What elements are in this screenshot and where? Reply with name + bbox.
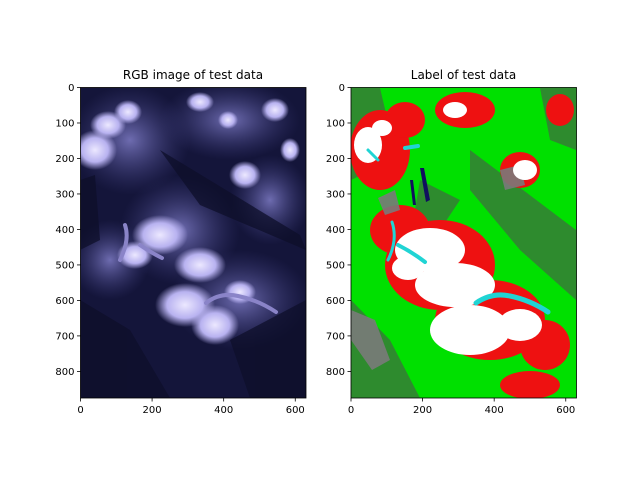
y-tick-label: 0 [68,83,74,94]
label-image-panel: Label of test data [326,68,577,416]
y-tick-label: 200 [326,154,345,165]
label-debris-class [351,165,525,370]
label-image-frame [350,87,577,399]
rgb-glacier-tongues [118,223,278,314]
x-tick-label: 0 [77,405,83,416]
label-y-axis: 0 100 200 300 400 500 600 700 800 [326,83,351,378]
rgb-y-axis: 0 100 200 300 400 500 600 700 800 [55,83,81,378]
x-tick-label: 600 [556,405,575,416]
rgb-terrain-shadows [80,150,306,398]
y-tick-label: 400 [55,225,74,236]
y-tick-label: 800 [55,367,74,378]
label-water-class [410,168,430,205]
x-tick-label: 400 [485,405,504,416]
y-tick-label: 500 [326,260,345,271]
y-tick-label: 800 [326,367,345,378]
y-tick-label: 600 [326,296,345,307]
y-tick-label: 100 [326,118,345,129]
label-glacier-class [366,144,551,315]
x-tick-label: 600 [286,405,305,416]
x-tick-label: 200 [413,405,432,416]
x-tick-label: 0 [348,405,354,416]
y-tick-label: 300 [55,189,74,200]
y-tick-label: 700 [55,331,74,342]
label-image-title: Label of test data [411,68,516,82]
y-tick-label: 300 [326,189,345,200]
x-tick-label: 200 [143,405,162,416]
rgb-image-raster [80,87,306,398]
rgb-image-panel: RGB image of test data [55,68,307,416]
y-tick-label: 500 [55,260,74,271]
y-tick-label: 700 [326,331,345,342]
y-tick-label: 400 [326,225,345,236]
label-snow-class [354,102,542,355]
y-tick-label: 200 [55,154,74,165]
y-tick-label: 0 [339,83,345,94]
rgb-x-axis: 0 200 400 600 [77,398,305,416]
y-tick-label: 600 [55,296,74,307]
label-image-raster [351,87,577,398]
y-tick-label: 100 [55,118,74,129]
label-x-axis: 0 200 400 600 [348,398,575,416]
rgb-image-frame [80,87,307,399]
x-tick-label: 400 [214,405,233,416]
rgb-image-title: RGB image of test data [123,68,263,82]
